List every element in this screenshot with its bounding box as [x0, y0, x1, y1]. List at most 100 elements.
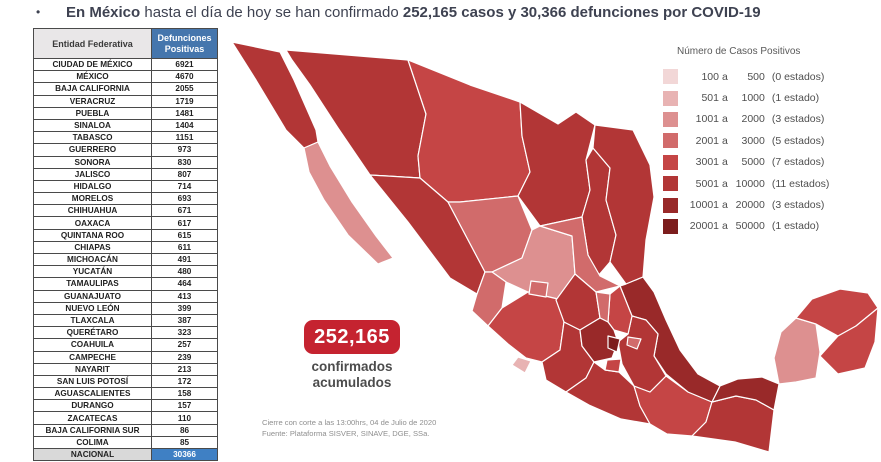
state-deaths: 157 — [151, 399, 218, 413]
col-header-deaths-line1: Defunciones — [157, 32, 212, 43]
caption-line2: acumulados — [312, 375, 392, 390]
state-name: TABASCO — [33, 131, 152, 145]
state-name: GUANAJUATO — [33, 289, 152, 303]
state-name: TLAXCALA — [33, 313, 152, 328]
state-deaths: 617 — [151, 216, 218, 230]
table-row: NAYARIT 213 — [33, 362, 218, 376]
legend-swatch — [663, 90, 678, 106]
state-name: QUERÉTARO — [33, 326, 152, 340]
col-header-deaths: Defunciones Positivas — [151, 28, 218, 59]
table-row: MÉXICO 4670 — [33, 70, 218, 84]
table-row: HIDALGO 714 — [33, 179, 218, 194]
legend-item: 1001 a 2000 (3 estados) — [663, 109, 829, 130]
map-state-chihuahua — [407, 59, 531, 203]
table-row: TABASCO 1151 — [33, 131, 218, 145]
legend-items: 100 a 500 (0 estados) 501 a 1000 (1 estado) 1001… — [663, 66, 829, 237]
map-state-tlaxcala — [626, 336, 642, 350]
table-row: QUERÉTARO 323 — [33, 326, 218, 340]
state-deaths: 480 — [151, 265, 218, 279]
state-name: VERACRUZ — [33, 94, 152, 108]
table-total-row: NACIONAL 30366 — [33, 447, 218, 462]
title-middle: hasta el día de hoy se han confirmado — [140, 4, 403, 21]
state-deaths: 2055 — [151, 82, 218, 96]
state-deaths: 6921 — [151, 57, 218, 72]
state-name: SONORA — [33, 155, 152, 169]
legend-item: 20001 a 50000 (1 estado) — [663, 216, 829, 237]
state-deaths: 611 — [151, 240, 218, 255]
state-deaths: 86 — [151, 423, 218, 437]
legend-swatch — [663, 197, 678, 213]
state-deaths: 671 — [151, 204, 218, 218]
state-name: NAYARIT — [33, 362, 152, 376]
state-name: MÉXICO — [33, 70, 152, 84]
table-row: BAJA CALIFORNIA 2055 — [33, 82, 218, 96]
table-row: YUCATÁN 480 — [33, 265, 218, 279]
table-row: SONORA 830 — [33, 155, 218, 169]
state-name: NACIONAL — [33, 447, 152, 462]
legend-item: 100 a 500 (0 estados) — [663, 66, 829, 87]
legend-range-label: 100 a 500 (0 estados) — [701, 70, 825, 83]
table-row: PUEBLA 1481 — [33, 106, 218, 120]
table-row: MORELOS 693 — [33, 192, 218, 206]
state-deaths: 807 — [151, 167, 218, 181]
state-deaths: 110 — [151, 411, 218, 425]
map-state-campeche — [773, 317, 821, 385]
table-row: CAMPECHE 239 — [33, 350, 218, 364]
state-deaths: 239 — [151, 350, 218, 364]
legend-swatch — [663, 111, 678, 127]
state-deaths: 693 — [151, 192, 218, 206]
legend-range-label: 2001 a 3000 (5 estados) — [695, 134, 825, 147]
table-row: GUERRERO 973 — [33, 143, 218, 157]
table-row: COLIMA 85 — [33, 435, 218, 450]
table-row: COAHUILA 257 — [33, 338, 218, 352]
table-body: CIUDAD DE MÉXICO 6921 MÉXICO 4670 BAJA CALIF… — [33, 57, 218, 462]
col-header-state: Entidad Federativa — [33, 28, 152, 59]
map-state-quintana-roo — [819, 307, 879, 375]
legend-title: Número de Casos Positivos — [677, 46, 801, 57]
state-name: JALISCO — [33, 167, 152, 181]
table-row: AGUASCALIENTES 158 — [33, 387, 218, 401]
table-row: CIUDAD DE MÉXICO 6921 — [33, 57, 218, 72]
map-state-baja-california-sur — [303, 141, 394, 265]
table-row: ZACATECAS 110 — [33, 411, 218, 425]
state-name: OAXACA — [33, 216, 152, 230]
map-state-aguascalientes — [528, 280, 549, 298]
title-prefix: En México — [66, 4, 141, 21]
legend-swatch — [663, 69, 678, 85]
table-row: GUANAJUATO 413 — [33, 289, 218, 303]
legend-item: 5001 a 10000 (11 estados) — [663, 173, 829, 194]
state-deaths: 714 — [151, 179, 218, 194]
legend-swatch — [663, 154, 678, 170]
legend-range-label: 1001 a 2000 (3 estados) — [695, 113, 825, 126]
state-deaths: 1481 — [151, 106, 218, 120]
state-name: PUEBLA — [33, 106, 152, 120]
legend-item: 2001 a 3000 (5 estados) — [663, 130, 829, 151]
state-deaths: 172 — [151, 374, 218, 389]
state-deaths: 30366 — [151, 447, 218, 462]
table-row: DURANGO 157 — [33, 399, 218, 413]
state-name: COLIMA — [33, 435, 152, 450]
map-state-coahuila — [517, 101, 596, 227]
state-deaths: 464 — [151, 277, 218, 291]
legend-item: 10001 a 20000 (3 estados) — [663, 194, 829, 215]
state-deaths: 491 — [151, 252, 218, 267]
state-name: TAMAULIPAS — [33, 277, 152, 291]
table-row: TLAXCALA 387 — [33, 313, 218, 328]
legend-range-label: 10001 a 20000 (3 estados) — [689, 199, 825, 212]
state-name: YUCATÁN — [33, 265, 152, 279]
state-name: MICHOACÁN — [33, 252, 152, 267]
state-deaths: 1151 — [151, 131, 218, 145]
state-name: NUEVO LEÓN — [33, 301, 152, 315]
col-header-deaths-line2: Positivas — [164, 43, 205, 54]
legend-range-label: 5001 a 10000 (11 estados) — [695, 177, 830, 190]
state-deaths: 323 — [151, 326, 218, 340]
state-name: CAMPECHE — [33, 350, 152, 364]
state-deaths: 1719 — [151, 94, 218, 108]
state-name: QUINTANA ROO — [33, 228, 152, 242]
legend-range-label: 501 a 1000 (1 estado) — [701, 92, 820, 105]
map-state-cdmx — [607, 335, 621, 353]
legend-item: 501 a 1000 (1 estado) — [663, 87, 829, 108]
table-row: VERACRUZ 1719 — [33, 94, 218, 108]
state-name: CHIAPAS — [33, 240, 152, 255]
